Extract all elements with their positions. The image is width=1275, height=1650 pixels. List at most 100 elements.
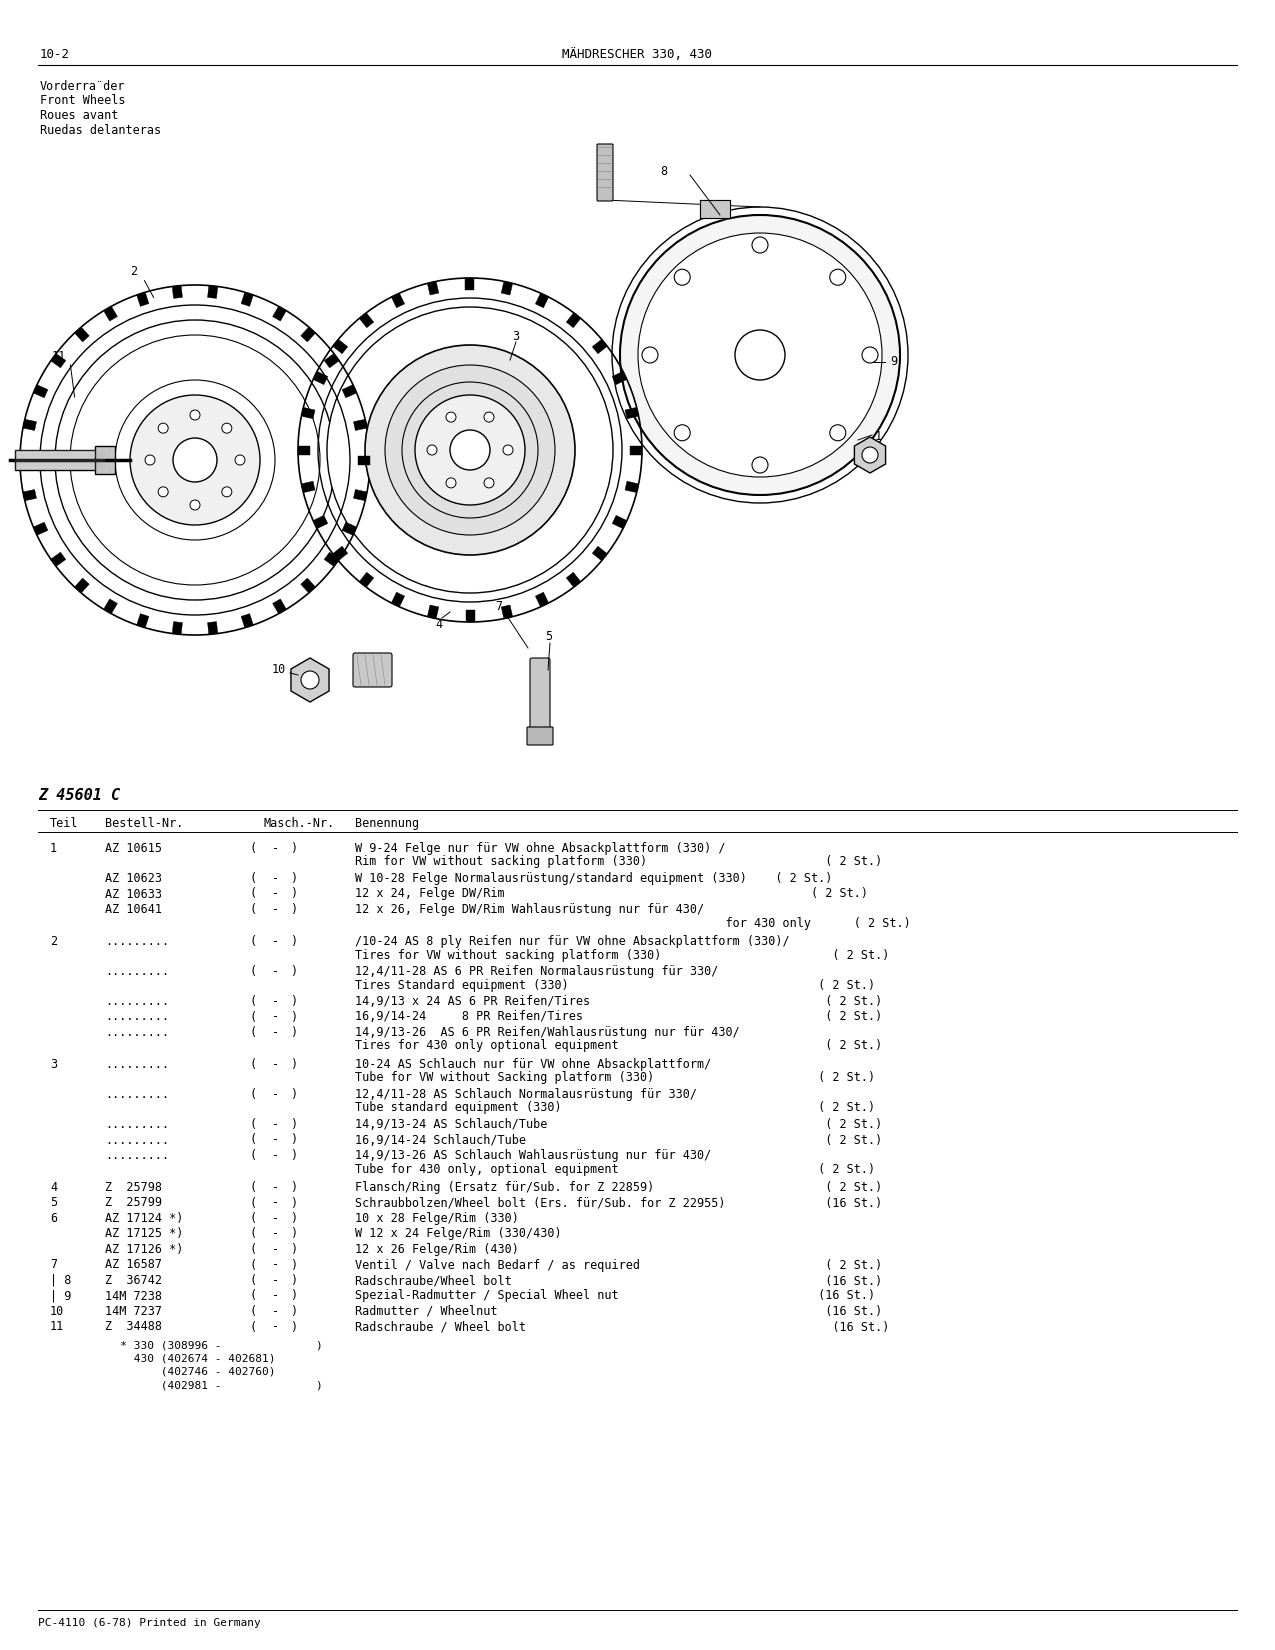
- Text: (: (: [250, 1228, 258, 1241]
- Circle shape: [643, 346, 658, 363]
- Text: (: (: [250, 1305, 258, 1318]
- Text: Spezial-Radmutter / Special Wheel nut                            (16 St.): Spezial-Radmutter / Special Wheel nut (1…: [354, 1290, 875, 1302]
- Text: Radschraube / Wheel bolt                                           (16 St.): Radschraube / Wheel bolt (16 St.): [354, 1320, 890, 1333]
- Circle shape: [385, 365, 555, 535]
- Polygon shape: [172, 285, 182, 299]
- Text: (: (: [250, 995, 258, 1008]
- Text: ): ): [289, 1026, 297, 1040]
- Circle shape: [830, 269, 845, 285]
- Circle shape: [446, 412, 456, 422]
- FancyBboxPatch shape: [96, 446, 115, 474]
- Circle shape: [190, 409, 200, 421]
- Text: (: (: [250, 936, 258, 949]
- Polygon shape: [593, 546, 607, 561]
- Text: 11: 11: [52, 350, 66, 363]
- Text: 14M 7237: 14M 7237: [105, 1305, 162, 1318]
- Circle shape: [674, 424, 690, 441]
- Text: PC-4110 (6-78) Printed in Germany: PC-4110 (6-78) Printed in Germany: [38, 1619, 261, 1629]
- Text: Schraubbolzen/Wheel bolt (Ers. für/Sub. for Z 22955)              (16 St.): Schraubbolzen/Wheel bolt (Ers. für/Sub. …: [354, 1196, 882, 1209]
- Text: | 9: | 9: [50, 1290, 71, 1302]
- Circle shape: [145, 455, 156, 465]
- Text: Z 45601 C: Z 45601 C: [38, 789, 120, 804]
- Text: .........: .........: [105, 936, 170, 949]
- Text: AZ 17125 *): AZ 17125 *): [105, 1228, 184, 1241]
- Circle shape: [862, 346, 878, 363]
- Text: .........: .........: [105, 1026, 170, 1040]
- Text: 14M 7238: 14M 7238: [105, 1290, 162, 1302]
- Text: -: -: [272, 1290, 279, 1302]
- Text: (402746 - 402760): (402746 - 402760): [99, 1366, 275, 1378]
- Text: ): ): [289, 1010, 297, 1023]
- Polygon shape: [301, 408, 315, 419]
- Text: (402981 -              ): (402981 - ): [99, 1381, 323, 1391]
- Text: ): ): [289, 936, 297, 949]
- Text: AZ 10633: AZ 10633: [105, 888, 162, 901]
- Polygon shape: [314, 371, 328, 384]
- Text: Bestell-Nr.: Bestell-Nr.: [105, 817, 184, 830]
- Text: -: -: [272, 888, 279, 901]
- Text: Benennung: Benennung: [354, 817, 419, 830]
- Text: W 9-24 Felge nur für VW ohne Absackplattform (330) /: W 9-24 Felge nur für VW ohne Absackplatt…: [354, 842, 725, 855]
- Text: ): ): [289, 871, 297, 884]
- FancyBboxPatch shape: [597, 144, 613, 201]
- Circle shape: [862, 447, 878, 464]
- Text: 8: 8: [660, 165, 667, 178]
- Polygon shape: [700, 200, 731, 218]
- Text: -: -: [272, 1242, 279, 1256]
- Polygon shape: [536, 592, 548, 607]
- Text: ): ): [289, 1259, 297, 1272]
- Text: (: (: [250, 1148, 258, 1162]
- Text: ): ): [289, 1228, 297, 1241]
- Polygon shape: [427, 606, 439, 619]
- Polygon shape: [208, 622, 218, 635]
- Text: Z  25798: Z 25798: [105, 1181, 162, 1195]
- Text: -: -: [272, 1181, 279, 1195]
- Text: * 330 (308996 -              ): * 330 (308996 - ): [99, 1340, 323, 1350]
- Polygon shape: [333, 546, 348, 561]
- Text: MÄHDRESCHER 330, 430: MÄHDRESCHER 330, 430: [562, 48, 711, 61]
- Polygon shape: [136, 292, 149, 307]
- Polygon shape: [465, 610, 474, 622]
- Text: .........: .........: [105, 1058, 170, 1071]
- Circle shape: [504, 446, 513, 455]
- Polygon shape: [391, 294, 404, 309]
- Text: 5: 5: [544, 630, 552, 644]
- Text: 16,9/14-24 Schlauch/Tube                                          ( 2 St.): 16,9/14-24 Schlauch/Tube ( 2 St.): [354, 1134, 882, 1147]
- Text: 14,9/13-26  AS 6 PR Reifen/Wahlausrüstung nur für 430/: 14,9/13-26 AS 6 PR Reifen/Wahlausrüstung…: [354, 1026, 740, 1040]
- Polygon shape: [854, 437, 886, 474]
- Polygon shape: [465, 277, 474, 290]
- Circle shape: [130, 394, 260, 525]
- Text: 10-24 AS Schlauch nur für VW ohne Absackplattform/: 10-24 AS Schlauch nur für VW ohne Absack…: [354, 1058, 711, 1071]
- Text: Tube standard equipment (330)                                    ( 2 St.): Tube standard equipment (330) ( 2 St.): [354, 1102, 875, 1114]
- Text: 12,4/11-28 AS 6 PR Reifen Normalausrüstung für 330/: 12,4/11-28 AS 6 PR Reifen Normalausrüstu…: [354, 965, 718, 978]
- Text: ): ): [289, 903, 297, 916]
- Polygon shape: [20, 455, 32, 465]
- Circle shape: [326, 307, 613, 592]
- Polygon shape: [301, 327, 315, 342]
- Text: 12 x 24, Felge DW/Rim                                           ( 2 St.): 12 x 24, Felge DW/Rim ( 2 St.): [354, 888, 868, 901]
- Text: -: -: [272, 965, 279, 978]
- Text: 14,9/13-24 AS Schlauch/Tube                                       ( 2 St.): 14,9/13-24 AS Schlauch/Tube ( 2 St.): [354, 1119, 882, 1130]
- Polygon shape: [208, 285, 218, 299]
- Text: (: (: [250, 1290, 258, 1302]
- Text: (: (: [250, 1087, 258, 1101]
- Text: ): ): [289, 1305, 297, 1318]
- Text: .........: .........: [105, 965, 170, 978]
- Text: -: -: [272, 1087, 279, 1101]
- Text: ): ): [289, 1058, 297, 1071]
- Circle shape: [414, 394, 525, 505]
- Text: AZ 10641: AZ 10641: [105, 903, 162, 916]
- Text: | 8: | 8: [50, 1274, 71, 1287]
- Polygon shape: [324, 353, 339, 368]
- Circle shape: [173, 437, 217, 482]
- Text: ): ): [289, 965, 297, 978]
- Text: 2: 2: [50, 936, 57, 949]
- Text: ): ): [289, 1181, 297, 1195]
- Text: .........: .........: [105, 1119, 170, 1130]
- Polygon shape: [23, 419, 37, 431]
- Text: for 430 only      ( 2 St.): for 430 only ( 2 St.): [354, 916, 910, 929]
- Text: 12 x 26 Felge/Rim (430): 12 x 26 Felge/Rim (430): [354, 1242, 519, 1256]
- Circle shape: [235, 455, 245, 465]
- Circle shape: [158, 422, 168, 434]
- Text: -: -: [272, 1305, 279, 1318]
